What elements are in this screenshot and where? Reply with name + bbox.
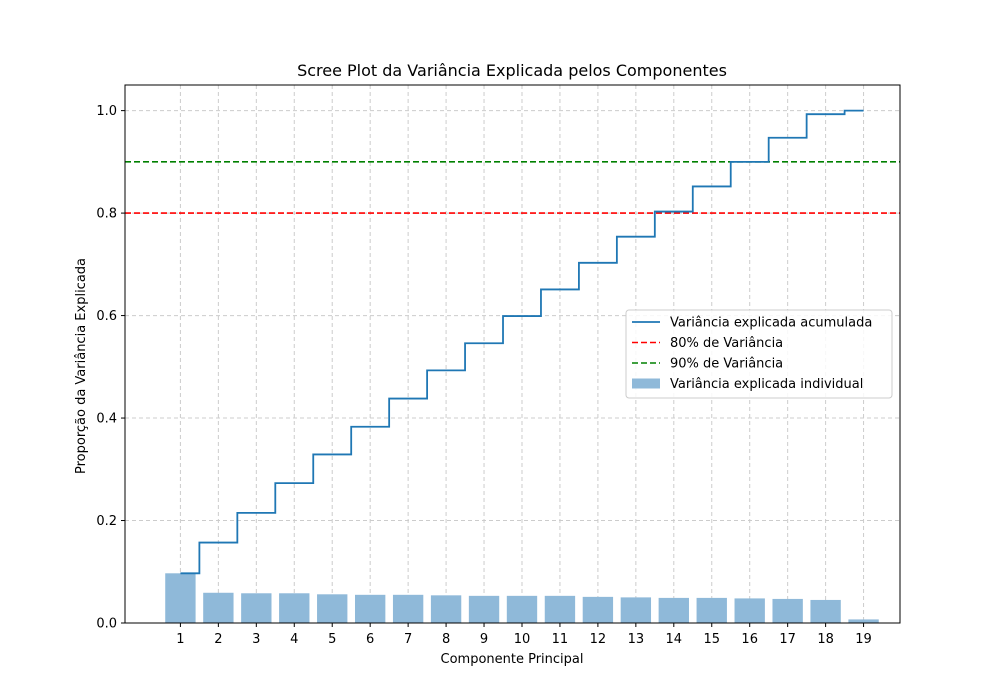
variance-bar — [468, 595, 500, 623]
variance-bar — [354, 594, 386, 623]
cumulative-step-line — [180, 109, 864, 575]
x-tick-label: 12 — [590, 632, 607, 647]
x-tick-label: 10 — [514, 632, 531, 647]
variance-bar — [241, 593, 272, 623]
variance-bar — [544, 595, 576, 623]
variance-bar — [582, 596, 614, 623]
x-tick-label: 7 — [404, 632, 412, 647]
y-tick-label: 0.8 — [96, 207, 117, 222]
variance-bar — [392, 594, 424, 623]
x-tick-label: 9 — [480, 632, 488, 647]
x-tick-label: 16 — [741, 632, 758, 647]
x-tick-label: 5 — [328, 632, 336, 647]
legend-label: 90% de Variância — [670, 357, 783, 372]
x-axis-title: Componente Principal — [441, 652, 584, 667]
variance-bar — [203, 592, 234, 623]
variance-bar — [848, 619, 879, 623]
x-tick-label: 15 — [703, 632, 720, 647]
variance-bar — [430, 595, 462, 623]
chart-title: Scree Plot da Variância Explicada pelos … — [297, 61, 727, 80]
x-tick-label: 19 — [855, 632, 872, 647]
x-tick-label: 11 — [552, 632, 569, 647]
variance-bar — [279, 593, 310, 623]
y-tick-label: 1.0 — [96, 104, 117, 119]
y-tick-label: 0.4 — [96, 412, 117, 427]
legend-label: 80% de Variância — [670, 336, 783, 351]
variance-bar — [620, 597, 652, 623]
variance-bar — [317, 594, 348, 623]
y-tick-label: 0.2 — [96, 514, 117, 529]
cumulative-variance-step — [180, 109, 864, 575]
y-tick-label: 0.0 — [96, 617, 117, 632]
x-tick-label: 2 — [214, 632, 222, 647]
legend-swatch — [632, 378, 660, 389]
variance-bar — [772, 598, 803, 623]
individual-variance-bars — [165, 573, 879, 623]
variance-bar — [810, 599, 841, 623]
x-tick-label: 1 — [176, 632, 184, 647]
variance-bar — [165, 573, 196, 623]
variance-bar — [506, 595, 538, 623]
variance-bar — [734, 598, 765, 623]
x-tick-label: 4 — [290, 632, 298, 647]
variance-bar — [696, 597, 727, 623]
x-tick-label: 17 — [779, 632, 796, 647]
x-tick-label: 6 — [366, 632, 374, 647]
y-tick-label: 0.6 — [96, 309, 117, 324]
plot-frame — [124, 84, 901, 624]
legend-box — [625, 309, 893, 399]
x-tick-label: 14 — [666, 632, 683, 647]
x-tick-label: 8 — [442, 632, 450, 647]
axes: 1 2 3 4 5 6 7 8 9 10 11 12 13 14 15 16 17 18 190.00.20.40.… — [96, 84, 901, 647]
x-tick-label: 3 — [252, 632, 260, 647]
x-tick-label: 13 — [628, 632, 645, 647]
legend: Variância explicada acumulada 80% de Vari… — [625, 309, 893, 399]
legend-label: Variância explicada individual — [670, 377, 863, 392]
y-axis-title: Proporção da Variância Explicada — [74, 258, 89, 474]
variance-bar — [658, 597, 689, 623]
x-tick-label: 18 — [817, 632, 834, 647]
reference-lines — [125, 161, 900, 214]
legend-label: Variância explicada acumulada — [670, 316, 872, 331]
